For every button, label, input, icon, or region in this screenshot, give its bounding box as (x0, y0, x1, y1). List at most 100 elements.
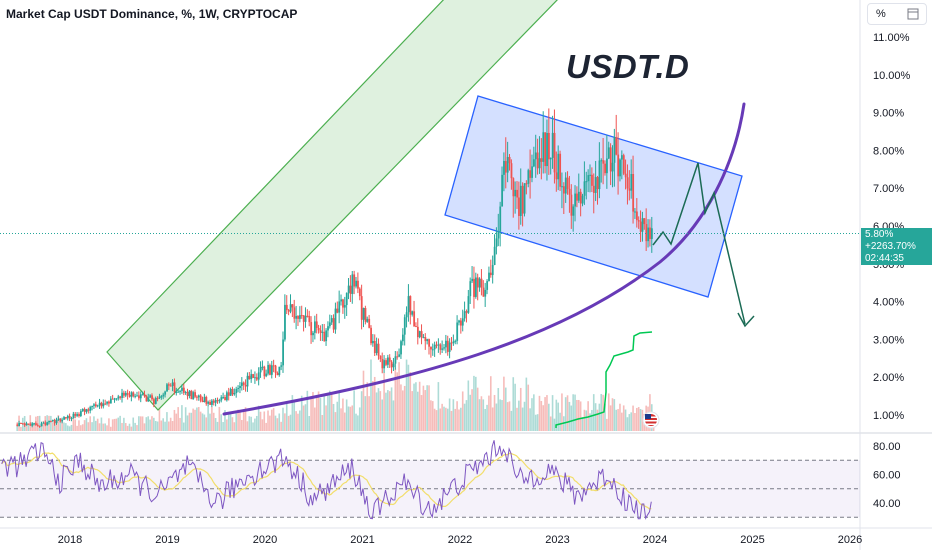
volume-bar (289, 414, 292, 431)
candle-body (59, 418, 62, 422)
candle-body (235, 388, 238, 394)
volume-bar (227, 414, 230, 431)
candle-body (628, 188, 631, 191)
candle-body (594, 177, 597, 193)
volume-bar (297, 413, 299, 431)
candle-body (186, 392, 189, 397)
candle-body (51, 420, 54, 422)
volume-bar (246, 421, 249, 431)
volume-bar (272, 408, 275, 431)
candle-body (542, 132, 545, 162)
candle-body (456, 322, 459, 341)
candle-body (128, 394, 131, 397)
volume-bar (222, 422, 224, 431)
candle-body (280, 365, 283, 367)
volume-bar (207, 406, 209, 431)
candle-body (173, 382, 176, 392)
volume-bar (360, 391, 363, 431)
volume-bar (280, 421, 282, 431)
volume-bar (555, 399, 558, 431)
candle-body (199, 395, 202, 401)
volume-bar (192, 408, 194, 431)
candle-body (360, 296, 363, 320)
price-axis-tick-label: 11.00% (873, 32, 910, 44)
candle-body (475, 277, 477, 297)
volume-bar (300, 395, 303, 431)
candle-body (591, 174, 593, 186)
volume-bar (619, 403, 621, 431)
candle-body (407, 296, 410, 313)
volume-bar (518, 400, 520, 431)
volume-bar (263, 411, 266, 431)
candle-body (373, 340, 376, 354)
green-channel-shape[interactable] (106, 0, 562, 411)
candle-body (379, 355, 382, 360)
settings-icon[interactable] (907, 8, 919, 20)
projection-arrow[interactable] (652, 162, 755, 328)
volume-bar (566, 395, 569, 431)
volume-bar (325, 405, 327, 431)
candle-body (315, 321, 318, 328)
support-curve-path[interactable] (222, 102, 746, 416)
candle-body (115, 398, 118, 400)
candle-body (392, 363, 395, 368)
volume-bar (422, 385, 425, 431)
candle-body (297, 316, 299, 319)
volume-bar (121, 422, 123, 431)
volume-bar (540, 400, 543, 431)
candle-body (330, 318, 333, 323)
candle-body (598, 160, 601, 190)
purple-support-curve[interactable] (222, 102, 746, 416)
candle-body (74, 413, 77, 416)
volume-bar (68, 426, 71, 431)
chart-title: Market Cap USDT Dominance, %, 1W, CRYPTO… (6, 7, 298, 21)
candle-body (126, 392, 129, 395)
candle-body (40, 423, 43, 427)
volume-bar (497, 388, 500, 431)
price-scale-mode-button[interactable]: % (867, 3, 927, 25)
candle-body (285, 304, 288, 311)
candle-body (445, 340, 447, 348)
volume-bar (398, 362, 400, 431)
candle-body (405, 312, 408, 318)
candle-body (577, 191, 580, 201)
volume-bar (489, 376, 492, 431)
candle-body (295, 316, 298, 319)
volume-bar (130, 426, 133, 431)
time-axis[interactable]: 2018 2019 2020 2021 2022 2023 2024 2025 2026 (58, 534, 862, 546)
candle-body (497, 231, 500, 239)
price-axis-tick-label: 4.00% (873, 297, 904, 309)
volume-bar (506, 402, 509, 431)
projection-arrow-path[interactable] (652, 162, 746, 325)
candle-body (624, 173, 627, 178)
candle-body (572, 206, 575, 216)
candle-body (443, 347, 445, 349)
candle-body (499, 206, 502, 232)
candle-body (171, 382, 174, 386)
candle-body (366, 318, 369, 322)
time-axis-tick-label: 2024 (643, 534, 667, 546)
volume-bar (334, 412, 337, 431)
volume-bar (596, 409, 599, 431)
candle-body (489, 272, 492, 276)
candle-body (486, 281, 489, 290)
candle-body (347, 285, 350, 293)
volume-bar (284, 413, 286, 431)
volume-bar (304, 404, 307, 431)
candle-body (394, 356, 397, 364)
candle-body (226, 392, 228, 401)
volume-bar (291, 395, 294, 431)
volume-bar (203, 414, 206, 431)
candle-body (621, 155, 623, 160)
volume-bar (57, 415, 60, 431)
candle-body (568, 188, 571, 195)
green-rising-channel[interactable] (106, 0, 562, 411)
flag-stripe (645, 423, 657, 425)
candle-body (491, 264, 494, 276)
volume-bar (128, 423, 131, 431)
price-axis[interactable]: 1.00%2.00%3.00%4.00%5.00%6.00%7.00%8.00%… (873, 32, 911, 510)
volume-bar (471, 389, 473, 431)
candle-body (411, 311, 414, 315)
